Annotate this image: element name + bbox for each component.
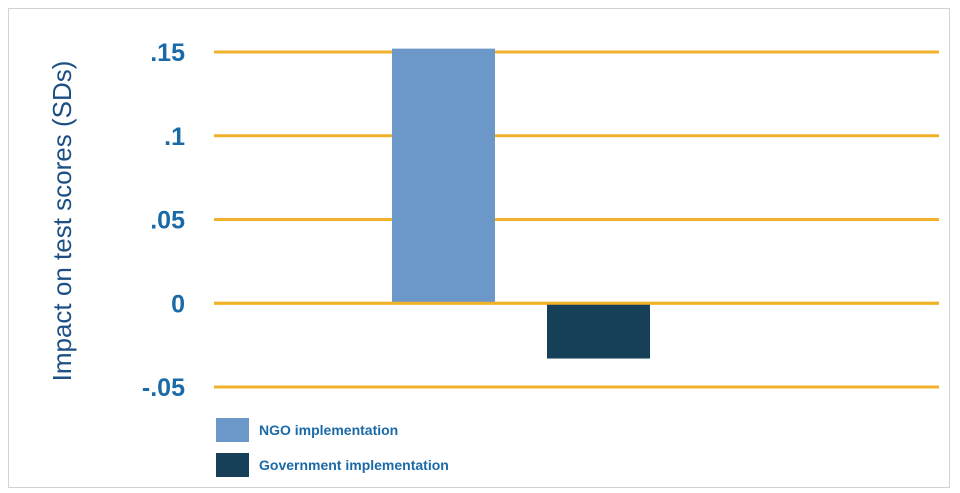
y-tick-label: .15 [150,39,185,67]
y-tick-labels: .15 .1 .05 0 -.05 [142,39,185,402]
y-tick-label: 0 [171,290,185,318]
bar [547,303,650,359]
y-tick-label: .05 [150,207,185,235]
chart-frame: Impact on test scores (SDs) .15 .1 .05 0 -.0… [8,8,950,488]
legend-label: NGO implementation [259,422,398,438]
y-tick-label: -.05 [142,374,185,402]
y-axis-label: Impact on test scores (SDs) [47,61,77,382]
bar [392,48,495,304]
bars [214,48,939,359]
y-tick-label: .1 [164,123,185,151]
legend-swatch [216,418,249,442]
legend: NGO implementation Government implementat… [216,418,449,477]
legend-label: Government implementation [259,457,449,473]
legend-swatch [216,453,249,477]
bar-chart: Impact on test scores (SDs) .15 .1 .05 0 -.0… [47,39,939,477]
